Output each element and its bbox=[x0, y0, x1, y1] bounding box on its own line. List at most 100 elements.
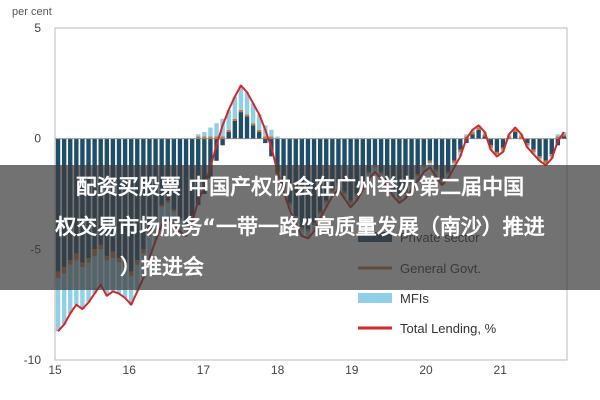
bar-government bbox=[232, 118, 238, 121]
bar-government bbox=[238, 109, 244, 113]
bar-private bbox=[378, 138, 384, 172]
bar-government bbox=[488, 145, 494, 148]
bar-mfi bbox=[256, 114, 262, 130]
bar-government bbox=[543, 160, 548, 164]
bar-private bbox=[421, 138, 426, 166]
bar-mfi bbox=[214, 123, 219, 137]
bar-government bbox=[506, 136, 512, 139]
bar-government bbox=[220, 136, 225, 139]
bar-private bbox=[372, 138, 378, 166]
bar-government bbox=[549, 154, 554, 157]
bar-government bbox=[537, 156, 542, 159]
bar-government bbox=[263, 136, 268, 139]
bar-private bbox=[366, 138, 372, 172]
bar-private bbox=[244, 116, 250, 139]
overlay-text-line-2: 权交易市场服务“一带一路”高质量发展（南沙）推进 bbox=[55, 215, 545, 239]
bar-government bbox=[208, 136, 213, 139]
bar-private bbox=[494, 138, 500, 152]
overlay-text-line-1: 配资买股票 中国产权协会在广州举办第二届中国 bbox=[75, 175, 525, 199]
bar-government bbox=[226, 129, 231, 133]
overlay-text-line-3: ）推进会 bbox=[120, 255, 204, 279]
bar-private bbox=[409, 138, 414, 183]
bar-private bbox=[360, 138, 366, 183]
x-tick-label: 18 bbox=[271, 363, 285, 377]
bar-private bbox=[452, 138, 457, 161]
bar-private bbox=[226, 132, 231, 139]
bar-mfi bbox=[250, 103, 256, 124]
bar-government bbox=[512, 129, 518, 133]
bar-mfi bbox=[269, 129, 274, 137]
bar-mfi bbox=[128, 275, 134, 305]
bar-mfi bbox=[232, 96, 238, 119]
bar-government bbox=[214, 136, 219, 139]
bar-government bbox=[269, 136, 274, 139]
bar-mfi bbox=[61, 273, 67, 325]
bar-mfi bbox=[208, 127, 213, 137]
bar-private bbox=[208, 138, 213, 179]
x-tick-label: 17 bbox=[197, 363, 211, 377]
bar-private bbox=[415, 138, 420, 175]
bar-mfi bbox=[202, 132, 207, 137]
bar-government bbox=[525, 143, 530, 146]
legend-label-mfi: MFIs bbox=[400, 291, 429, 306]
bar-private bbox=[250, 125, 256, 139]
x-tick-label: 19 bbox=[345, 363, 359, 377]
x-tick-label: 20 bbox=[419, 363, 433, 377]
y-tick-label: -10 bbox=[24, 353, 42, 367]
bar-mfi bbox=[238, 85, 244, 110]
bar-private bbox=[330, 138, 335, 190]
bar-government bbox=[458, 149, 463, 152]
bar-mfi bbox=[196, 134, 201, 137]
bar-mfi bbox=[464, 134, 469, 137]
bar-government bbox=[452, 160, 457, 164]
x-tick-label: 21 bbox=[494, 363, 508, 377]
bar-government bbox=[196, 136, 201, 139]
x-tick-label: 16 bbox=[123, 363, 137, 377]
bar-private bbox=[525, 138, 530, 144]
x-tick-label: 15 bbox=[48, 363, 62, 377]
bar-private bbox=[275, 138, 280, 172]
watermark-overlay: 配资买股票 中国产权协会在广州举办第二届中国 权交易市场服务“一带一路”高质量发… bbox=[0, 165, 600, 290]
legend-label-total: Total Lending, % bbox=[400, 321, 497, 336]
y-unit-label: per cent bbox=[12, 6, 52, 18]
bar-private bbox=[238, 112, 244, 139]
bar-private bbox=[439, 138, 445, 179]
bar-government bbox=[482, 134, 487, 137]
bar-private bbox=[482, 136, 487, 139]
bar-private bbox=[561, 136, 567, 139]
bar-private bbox=[476, 129, 481, 139]
bar-government bbox=[250, 123, 256, 126]
bar-mfi bbox=[275, 136, 280, 139]
bar-government bbox=[470, 132, 475, 135]
bar-private bbox=[531, 138, 536, 150]
bar-private bbox=[220, 138, 225, 146]
bar-private bbox=[500, 138, 506, 148]
bar-government bbox=[256, 129, 262, 133]
bar-government bbox=[494, 151, 500, 155]
bar-private bbox=[427, 138, 433, 161]
bar-mfi bbox=[555, 134, 561, 137]
legend-swatch-mfi bbox=[358, 293, 392, 303]
bar-government bbox=[500, 147, 506, 150]
bar-private bbox=[281, 138, 286, 188]
bar-private bbox=[549, 138, 554, 155]
bar-private bbox=[543, 138, 548, 161]
bar-private bbox=[214, 138, 219, 161]
bar-government bbox=[531, 149, 536, 152]
bar-private bbox=[537, 138, 542, 157]
bar-mfi bbox=[226, 109, 231, 130]
bar-private bbox=[512, 132, 518, 139]
bar-private bbox=[433, 138, 439, 170]
y-tick-label: 5 bbox=[34, 21, 41, 35]
bar-government bbox=[427, 160, 433, 164]
bar-government bbox=[476, 127, 481, 130]
bar-private bbox=[232, 120, 238, 139]
bar-private bbox=[336, 138, 341, 183]
bar-private bbox=[458, 138, 463, 150]
bar-government bbox=[202, 136, 207, 139]
bar-private bbox=[256, 132, 262, 139]
y-tick-label: 0 bbox=[34, 132, 41, 146]
bar-mfi bbox=[244, 92, 250, 115]
bar-private bbox=[384, 138, 390, 181]
bar-mfi bbox=[55, 278, 61, 332]
